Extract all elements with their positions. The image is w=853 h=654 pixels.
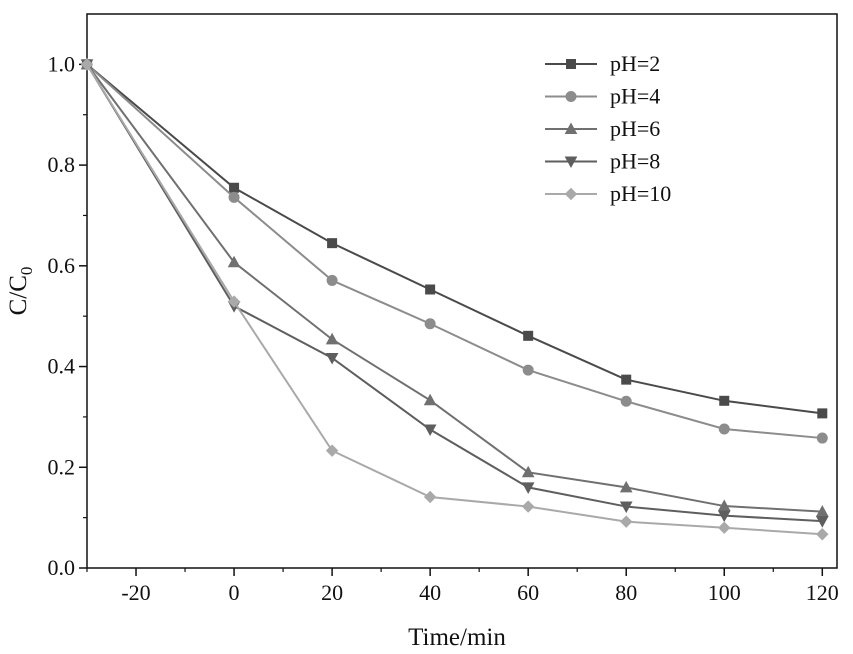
x-axis-title: Time/min [408, 624, 506, 651]
data-point [228, 191, 240, 203]
data-point [815, 516, 829, 528]
legend-marker [564, 187, 578, 201]
data-point [522, 364, 534, 376]
data-point [619, 501, 633, 514]
legend-marker [564, 122, 578, 134]
legend-marker [564, 156, 578, 169]
data-point [423, 424, 437, 437]
data-point [815, 505, 829, 517]
data-point [424, 318, 436, 330]
data-point [227, 255, 241, 268]
series-pH=6 [80, 57, 829, 517]
y-tick-label: 0.0 [48, 555, 76, 580]
data-point [327, 238, 338, 249]
y-tick-label: 0.2 [48, 454, 76, 479]
legend-marker [565, 91, 577, 102]
data-point [227, 295, 241, 308]
data-point [620, 515, 633, 528]
legend-label: pH=2 [610, 51, 660, 76]
y-tick-label: 1.0 [48, 51, 76, 76]
x-tick-label: 100 [708, 580, 741, 605]
data-point [325, 444, 339, 457]
series-pH=2 [82, 59, 828, 419]
series-line [86, 63, 823, 513]
series-layer [80, 57, 829, 541]
data-point [621, 374, 632, 385]
plot-frame [86, 13, 838, 569]
data-point [717, 499, 731, 512]
legend-label: pH=4 [610, 84, 660, 109]
data-point [817, 408, 828, 419]
series-line [86, 63, 823, 440]
x-tick-label: -20 [121, 580, 150, 605]
series-pH=10 [80, 58, 829, 541]
data-point [816, 432, 828, 444]
legend-item: pH=6 [545, 116, 660, 141]
x-tick-label: 0 [229, 580, 240, 605]
data-point [425, 284, 436, 295]
y-tick-label: 0.8 [48, 152, 76, 177]
data-point [718, 423, 730, 435]
data-point [719, 395, 730, 406]
legend: pH=2 pH=4 pH=6 pH=8 pH=10 [545, 51, 671, 206]
x-tick-label: 60 [517, 580, 539, 605]
series-line [86, 63, 823, 523]
data-point [325, 352, 339, 365]
data-point [816, 528, 829, 541]
series-line [86, 63, 823, 415]
legend-item: pH=2 [545, 51, 660, 76]
series-pH=4 [81, 58, 828, 444]
series-pH=8 [80, 59, 829, 528]
legend-label: pH=10 [610, 181, 671, 206]
legend-item: pH=8 [545, 149, 660, 174]
legend-label: pH=8 [610, 149, 660, 174]
data-point [326, 274, 338, 286]
x-tick-label: 120 [806, 580, 839, 605]
y-tick-label: 0.4 [48, 354, 76, 379]
x-tick-label: 80 [615, 580, 637, 605]
y-axis-title: C/C0 [5, 267, 36, 316]
data-point [718, 521, 731, 534]
data-point [325, 332, 339, 345]
data-point [80, 58, 94, 71]
y-tick-label: 0.6 [48, 253, 76, 278]
y-axis-title-main: C/C [5, 275, 32, 315]
axis-ticks: -20 0 20 40 60 80 100 120 0.0 0.2 0.4 0.6 0.8 1.0 [48, 51, 839, 605]
data-point [717, 510, 731, 523]
data-point [423, 490, 437, 504]
data-point [521, 482, 535, 494]
data-point [620, 395, 632, 407]
data-point [521, 500, 535, 513]
data-point [423, 393, 437, 406]
x-tick-label: 40 [419, 580, 441, 605]
legend-item: pH=10 [545, 181, 671, 206]
x-tick-label: 20 [321, 580, 343, 605]
legend-label: pH=6 [610, 116, 660, 141]
data-point [523, 330, 534, 341]
legend-marker [566, 59, 576, 69]
series-line [86, 63, 823, 536]
y-axis-title-subscript: 0 [17, 267, 36, 276]
legend-item: pH=4 [545, 84, 660, 109]
data-point [619, 480, 633, 493]
data-point [229, 182, 240, 193]
data-point [521, 465, 535, 478]
